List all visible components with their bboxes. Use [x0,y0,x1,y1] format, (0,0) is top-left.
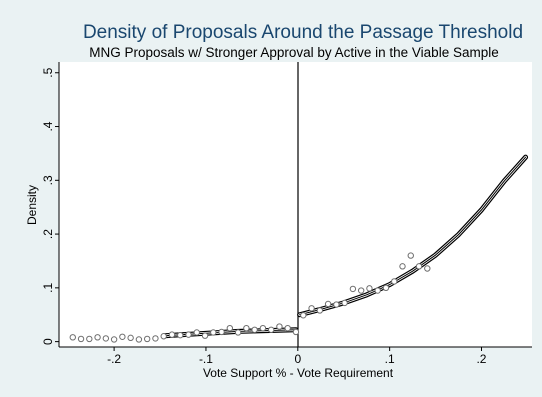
y-axis-label: Density [25,185,39,225]
x-axis-ticks: -.2 -.1 0 .1 .2 [107,347,487,366]
density-point [110,336,118,343]
density-point [143,335,151,343]
density-point [185,331,192,338]
chart-title: Density of Proposals Around the Passage … [83,22,523,43]
y-tick-label: .2 [41,229,55,239]
density-point [316,307,324,314]
density-point [218,328,225,336]
density-point [152,335,159,342]
density-point [94,334,101,341]
x-tick-label: .2 [476,352,486,366]
density-point [119,333,126,340]
density-point [366,285,373,292]
density-point [177,331,184,339]
y-tick-label: .4 [41,121,55,131]
density-point [135,336,143,343]
density-point [267,326,275,333]
density-point [300,312,307,319]
density-point [251,326,258,333]
chart-subtitle: MNG Proposals w/ Stronger Approval by Ac… [89,45,498,60]
density-point [193,329,200,336]
plot-area [59,62,532,347]
density-points [69,252,431,343]
x-tick-label: 0 [294,352,301,366]
density-point [168,331,176,338]
density-point [324,300,332,308]
y-tick-label: 0 [41,338,55,345]
density-point [77,335,85,343]
density-point [210,329,217,336]
density-point [399,263,406,270]
density-point [391,278,398,285]
density-point [86,335,93,343]
density-point [341,299,348,307]
density-point [234,329,242,336]
x-tick-label: -.2 [107,352,121,366]
density-point [284,324,291,332]
y-tick-label: .3 [41,175,55,185]
density-point [69,334,76,341]
density-point [259,324,267,332]
density-point [201,332,209,339]
density-point [276,323,283,330]
density-point [226,324,234,332]
density-point [102,335,110,342]
y-tick-label: .5 [41,67,55,77]
density-point [415,263,423,270]
y-axis-ticks: 0 .1 .2 .3 .4 .5 [41,67,59,345]
density-point [357,287,365,294]
x-tick-label: .1 [385,352,395,366]
x-tick-label: -.1 [199,352,213,366]
density-point [374,287,381,294]
y-tick-label: .1 [41,283,55,293]
density-point [424,265,431,272]
density-point [292,328,300,336]
density-point [333,301,340,308]
x-axis-label: Vote Support % - Vote Requirement [203,366,394,380]
density-point [243,324,250,332]
density-point [407,252,414,259]
density-point [349,285,357,293]
density-point [382,284,390,292]
density-point [308,305,315,312]
density-point [127,334,134,342]
density-point [160,333,167,340]
